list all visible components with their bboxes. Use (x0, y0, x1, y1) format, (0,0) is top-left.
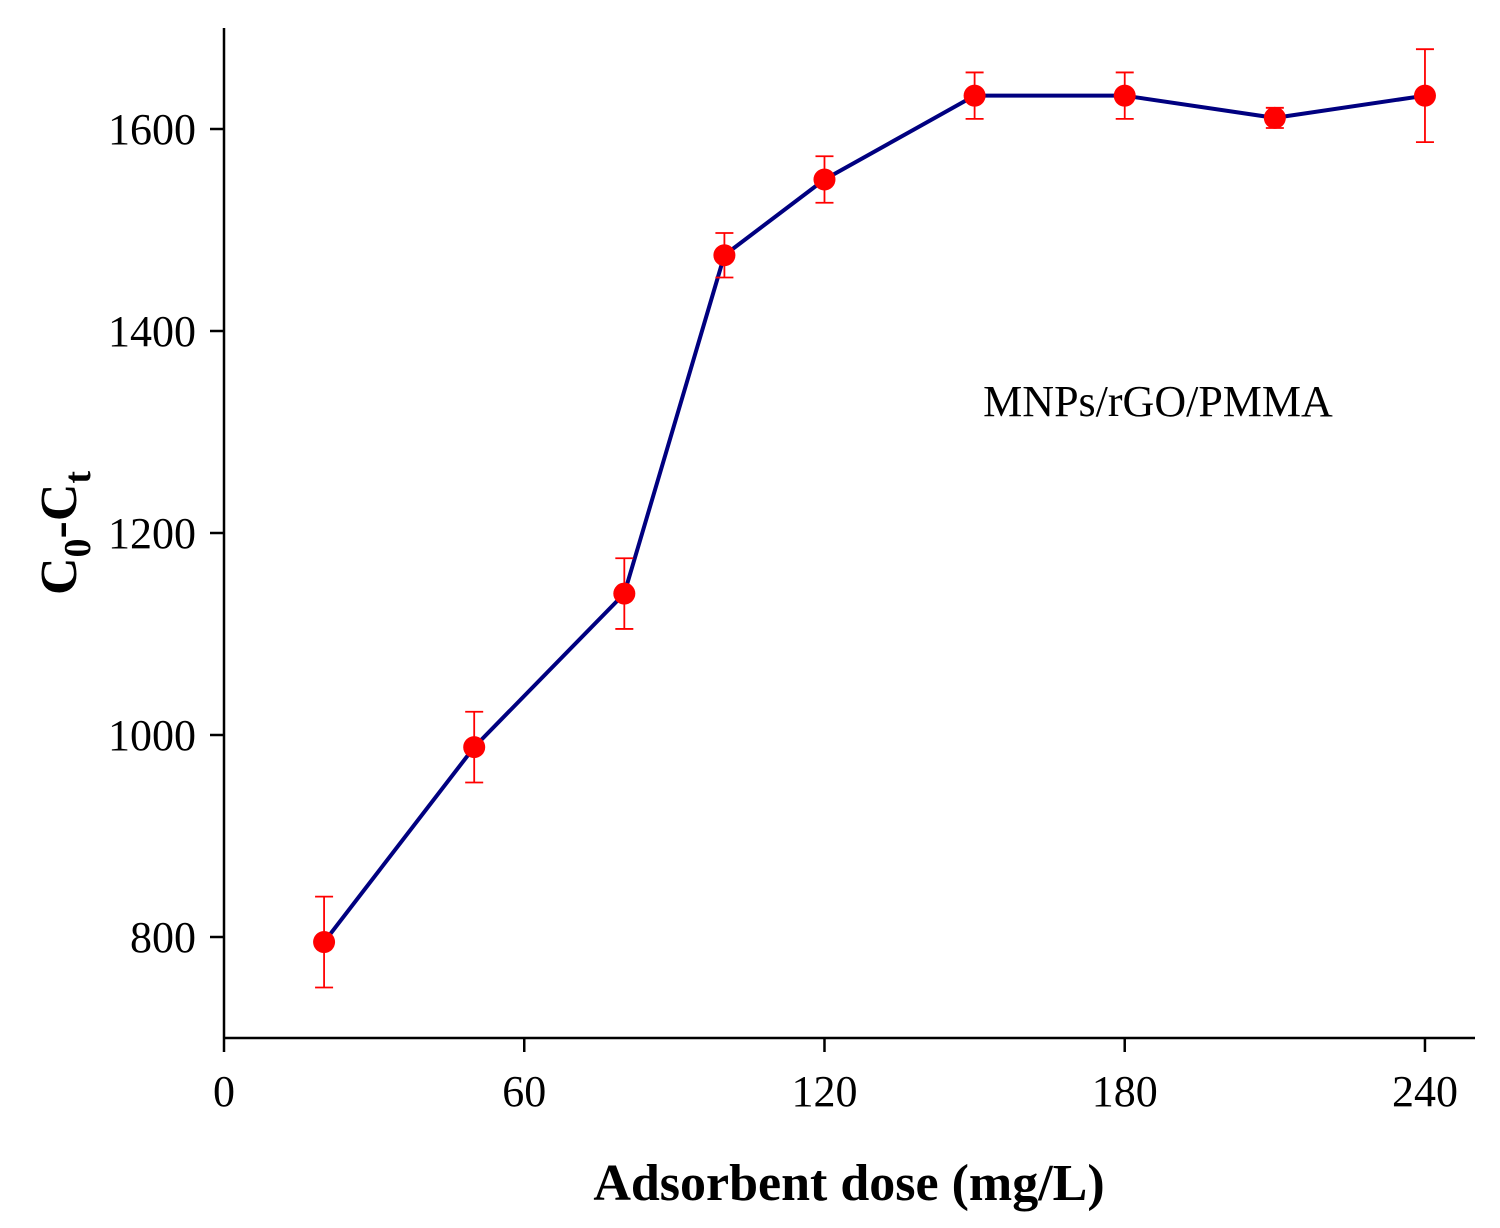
data-point (813, 168, 836, 191)
data-point (713, 244, 736, 267)
data-point (613, 582, 636, 605)
y-axis-title: C0-Ct (31, 471, 99, 595)
y-tick-label: 1000 (108, 711, 196, 760)
x-tick-label: 60 (502, 1067, 546, 1116)
y-axis-title-sub-t: t (57, 471, 99, 484)
data-point (313, 931, 336, 954)
x-axis-title: Adsorbent dose (mg/L) (593, 1155, 1104, 1212)
x-tick-label: 0 (213, 1067, 235, 1116)
markers (313, 84, 1436, 954)
y-tick-label: 800 (130, 913, 196, 962)
data-point (1413, 84, 1436, 107)
y-ticks: 800 1000 1200 1400 1600 (108, 105, 224, 962)
error-bars (315, 48, 1434, 989)
y-axis-title-c: C (31, 557, 88, 595)
data-point (963, 84, 986, 107)
x-tick-label: 240 (1392, 1067, 1458, 1116)
x-tick-label: 180 (1092, 1067, 1158, 1116)
x-tick-label: 120 (791, 1067, 857, 1116)
x-ticks: 0 60 120 180 240 (213, 1038, 1458, 1116)
y-tick-label: 1400 (108, 307, 196, 356)
y-tick-label: 1600 (108, 105, 196, 154)
series-lines (322, 93, 1426, 944)
y-axis-title-sub0: 0 (57, 538, 99, 557)
data-point (1113, 84, 1136, 107)
axes (222, 28, 1475, 1040)
data-point (463, 736, 486, 759)
annotation-label: MNPs/rGO/PMMA (983, 377, 1333, 426)
data-point (1263, 106, 1286, 129)
y-axis-title-dash: - (31, 521, 88, 538)
y-axis-title-c2: C (31, 484, 88, 522)
y-tick-label: 1200 (108, 509, 196, 558)
series-line (322, 93, 1426, 944)
